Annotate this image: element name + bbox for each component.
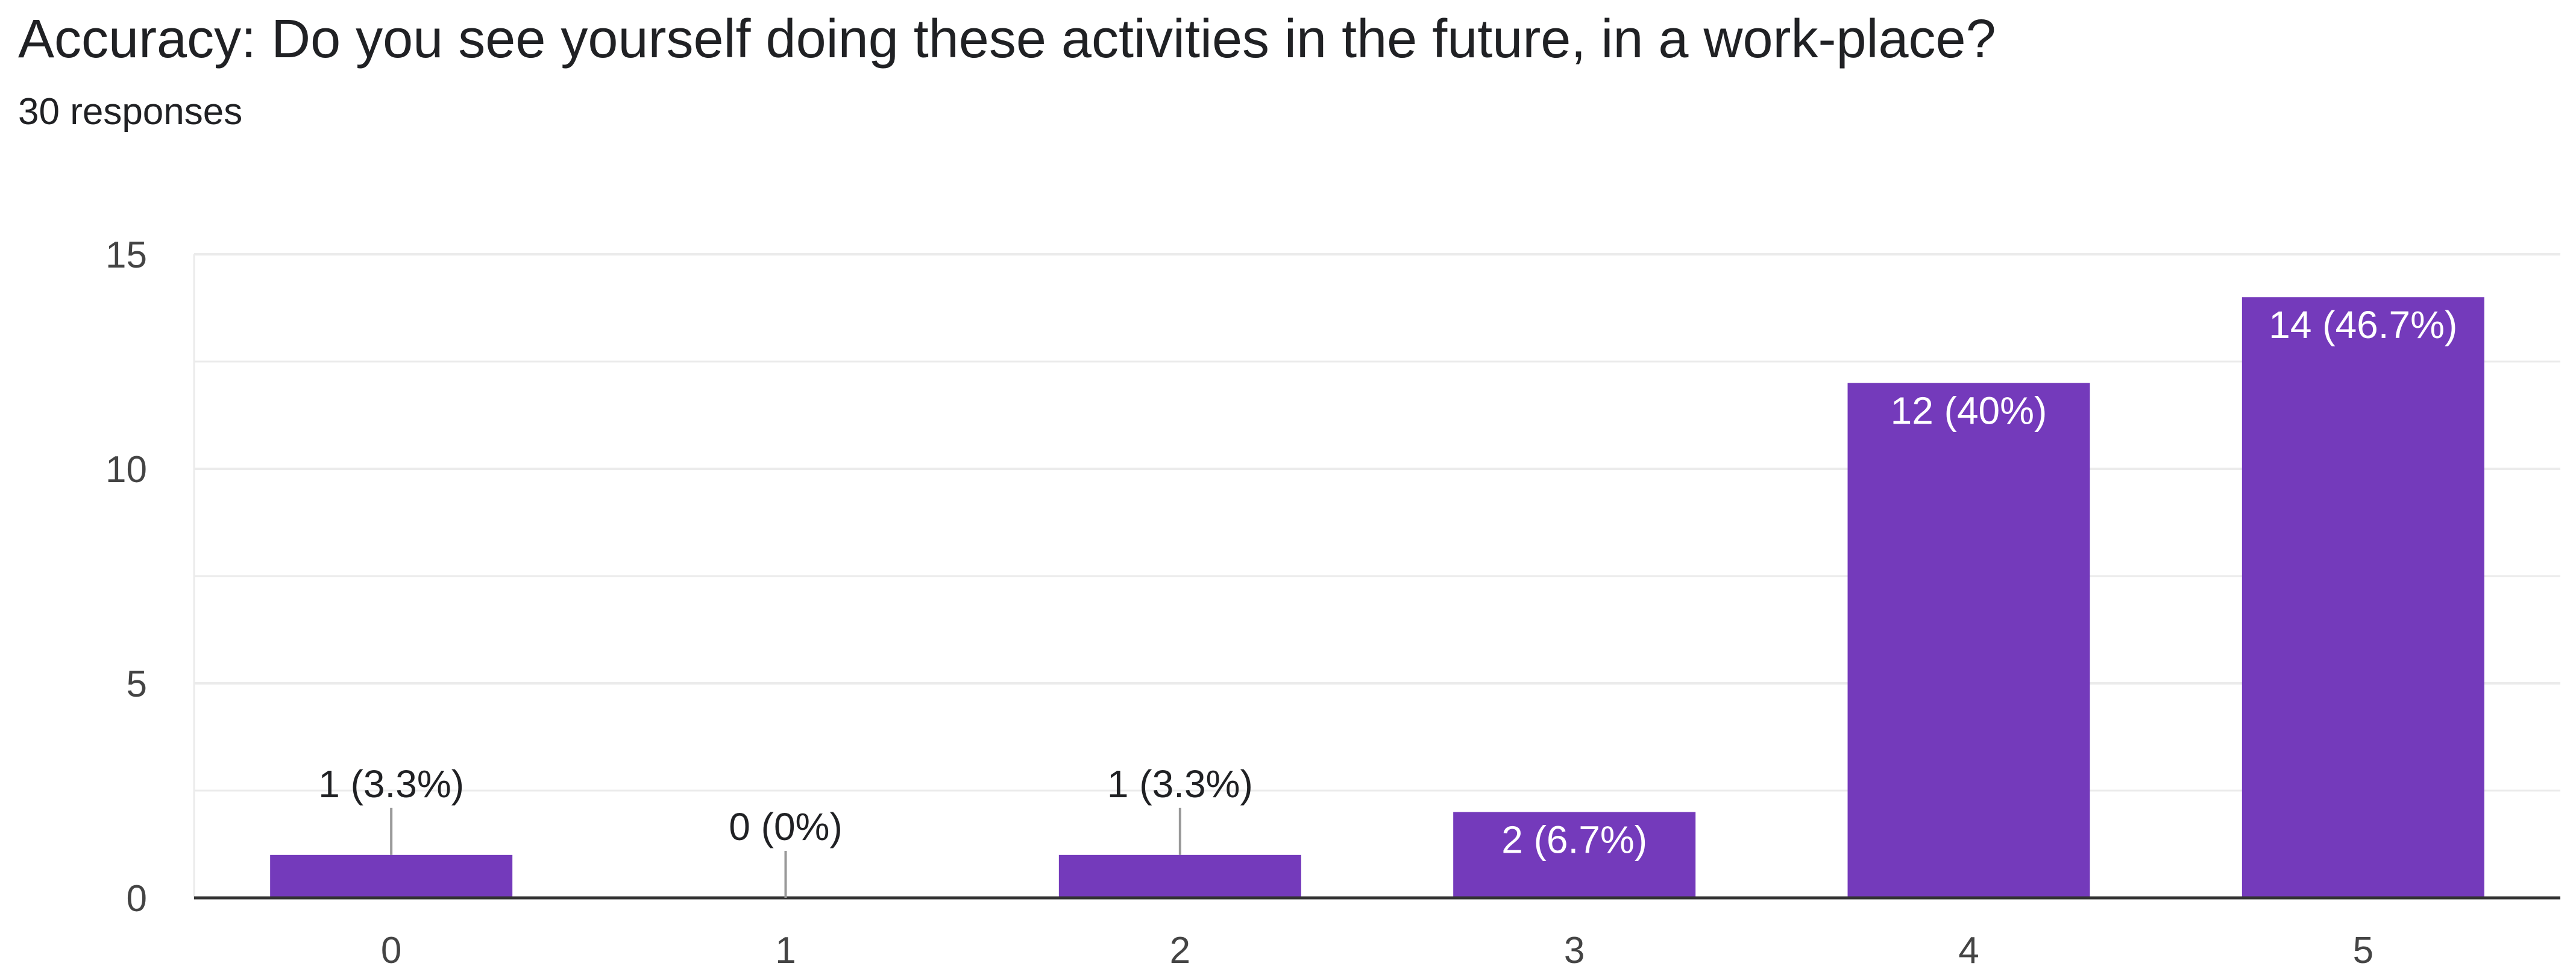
data-labels: 1 (3.3%) 0 (0%) 1 (3.3%) 2 (6.7%) 12 (40%) 14…	[318, 303, 2457, 898]
x-tick-label: 0	[381, 930, 401, 971]
data-label: 1 (3.3%)	[1107, 762, 1253, 806]
x-tick-label: 5	[2353, 930, 2373, 971]
bar	[270, 854, 513, 898]
y-tick-label: 0	[127, 878, 147, 920]
data-label: 0 (0%)	[729, 805, 843, 848]
data-label: 14 (46.7%)	[2269, 303, 2457, 346]
x-axis-ticks: 0 1 2 3 4 5	[381, 930, 2373, 971]
bar	[1058, 854, 1301, 898]
y-tick-label: 5	[127, 663, 147, 705]
x-tick-label: 1	[775, 930, 796, 971]
bars	[270, 297, 2484, 898]
data-label: 12 (40%)	[1891, 389, 2047, 433]
chart-title: Accuracy: Do you see yourself doing thes…	[18, 9, 1996, 69]
grid-lines	[193, 253, 2560, 898]
x-tick-label: 2	[1170, 930, 1190, 971]
data-label: 2 (6.7%)	[1501, 818, 1647, 862]
y-tick-label: 15	[105, 234, 147, 276]
response-count: 30 responses	[18, 91, 243, 133]
bar	[2241, 297, 2484, 898]
data-label: 1 (3.3%)	[318, 762, 464, 806]
y-axis-ticks: 0 5 10 15	[105, 234, 147, 920]
bar	[1453, 812, 1696, 898]
x-tick-label: 4	[1958, 930, 1979, 971]
y-tick-label: 10	[105, 449, 147, 491]
bar	[1847, 383, 2090, 898]
x-tick-label: 3	[1564, 930, 1585, 971]
